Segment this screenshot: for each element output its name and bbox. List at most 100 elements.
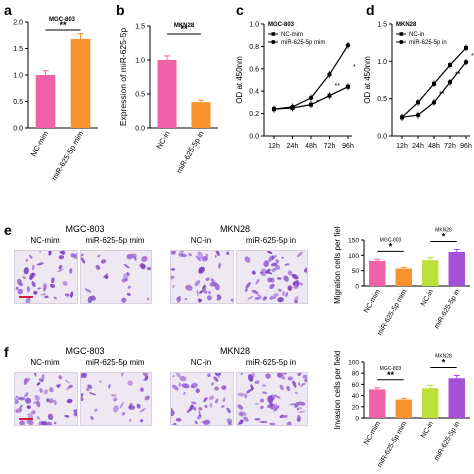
stained-cell [269, 422, 276, 425]
stained-cell [58, 375, 63, 380]
stained-cell [244, 288, 248, 292]
e-ylabel: Migration cells per field [333, 226, 342, 304]
d-xtick-label: 24h [412, 143, 424, 150]
stained-cell [33, 290, 38, 295]
stained-cell [287, 285, 293, 291]
f-category-label: NC-in [420, 420, 435, 439]
e-ytick-label: 50 [352, 268, 360, 275]
f-category-label: miR-625-5p mim [377, 420, 409, 468]
b-ytick-label: 0.0 [135, 126, 145, 133]
stained-cell [194, 420, 198, 425]
e-cell-tag-right: MKN28 [435, 228, 452, 234]
c-ytick-label: 0.6 [249, 66, 259, 73]
d-data-point [399, 115, 405, 120]
stained-cell [178, 382, 182, 387]
stained-cell [244, 393, 248, 399]
header-f-col-3: NC-in [190, 358, 212, 367]
stained-cell [254, 380, 260, 384]
stained-cell [90, 416, 94, 420]
stained-cell [281, 291, 286, 296]
stained-cell [15, 395, 19, 398]
stained-cell [265, 268, 271, 274]
stained-cell [247, 295, 254, 300]
stained-cell [31, 281, 36, 288]
stained-cell [62, 281, 68, 286]
stained-cell [126, 292, 131, 296]
stained-cell [48, 398, 54, 404]
stained-cell [121, 373, 124, 377]
stained-cell [72, 408, 77, 413]
stained-cell [261, 384, 267, 387]
stained-cell [286, 385, 291, 392]
c-ytick-label: 0.8 [249, 44, 259, 51]
stained-cell [191, 401, 197, 405]
b-bar [191, 102, 211, 128]
c-significance-star: * [316, 99, 319, 106]
stained-cell [286, 421, 292, 425]
c-significance-star: ** [353, 64, 356, 71]
stained-cell [304, 378, 307, 383]
micrograph-texture [171, 251, 233, 303]
stained-cell [176, 373, 181, 378]
stained-cell [209, 403, 213, 408]
stained-cell [214, 386, 219, 391]
header-e-cell-right: MKN28 [219, 224, 250, 234]
stained-cell [207, 291, 212, 294]
stained-cell [213, 376, 219, 382]
migration-image-mir-mim [80, 250, 152, 304]
stained-cell [260, 405, 264, 410]
d-ytick-label: 1.0 [377, 59, 387, 66]
stained-cell [94, 408, 98, 412]
stained-cell [171, 407, 174, 416]
stained-cell [64, 414, 70, 418]
stained-cell [297, 407, 303, 410]
stained-cell [214, 254, 217, 258]
f-bar [395, 399, 412, 418]
stained-cell [181, 253, 187, 258]
d-xtick-label: 96h [460, 143, 472, 150]
stained-cell [265, 373, 271, 379]
stained-cell [36, 416, 40, 420]
d-legend-label: miR-625-5p in [409, 40, 447, 46]
stained-cell [285, 292, 289, 297]
c-data-point [345, 43, 351, 48]
b-ylabel: Expression of miR-625-5p [118, 28, 128, 127]
stained-cell [260, 271, 266, 277]
stained-cell [30, 410, 36, 415]
stained-cell [245, 282, 251, 289]
stained-cell [87, 384, 93, 389]
micrograph-texture [81, 251, 151, 303]
stained-cell [216, 296, 222, 301]
stained-cell [25, 397, 32, 404]
stained-cell [296, 408, 299, 411]
stained-cell [25, 297, 31, 303]
chart-b-expression: 0.0 0.5 1.0 1.5 NC-in miR-625-5p in Expression… [118, 23, 218, 175]
stained-cell [203, 255, 208, 261]
stained-cell [38, 378, 44, 383]
stained-cell [207, 373, 211, 378]
stained-cell [195, 388, 200, 394]
header-e-col-1: NC-mim [30, 236, 60, 245]
stained-cell [277, 297, 284, 303]
stained-cell [210, 278, 215, 283]
c-legend-marker [271, 32, 276, 36]
stained-cell [279, 414, 285, 419]
e-sig-label: * [389, 241, 393, 251]
scale-bar [19, 418, 33, 420]
stained-cell [244, 256, 251, 263]
f-ylabel: Invasion cells per field [333, 351, 342, 430]
stained-cell [48, 251, 52, 256]
f-cell-tag-right: MKN28 [435, 353, 452, 359]
panel-letter-b: b [116, 2, 125, 18]
stained-cell [113, 399, 116, 402]
c-data-point [327, 72, 332, 77]
stained-cell [23, 377, 28, 386]
stained-cell [303, 267, 307, 273]
stained-cell [256, 293, 262, 298]
stained-cell [143, 377, 148, 381]
stained-cell [202, 419, 211, 425]
a-ytick-label: 0.0 [13, 126, 23, 133]
stained-cell [198, 410, 201, 417]
a-ytick-label: 1.5 [13, 46, 23, 53]
micrograph-texture [237, 373, 307, 425]
